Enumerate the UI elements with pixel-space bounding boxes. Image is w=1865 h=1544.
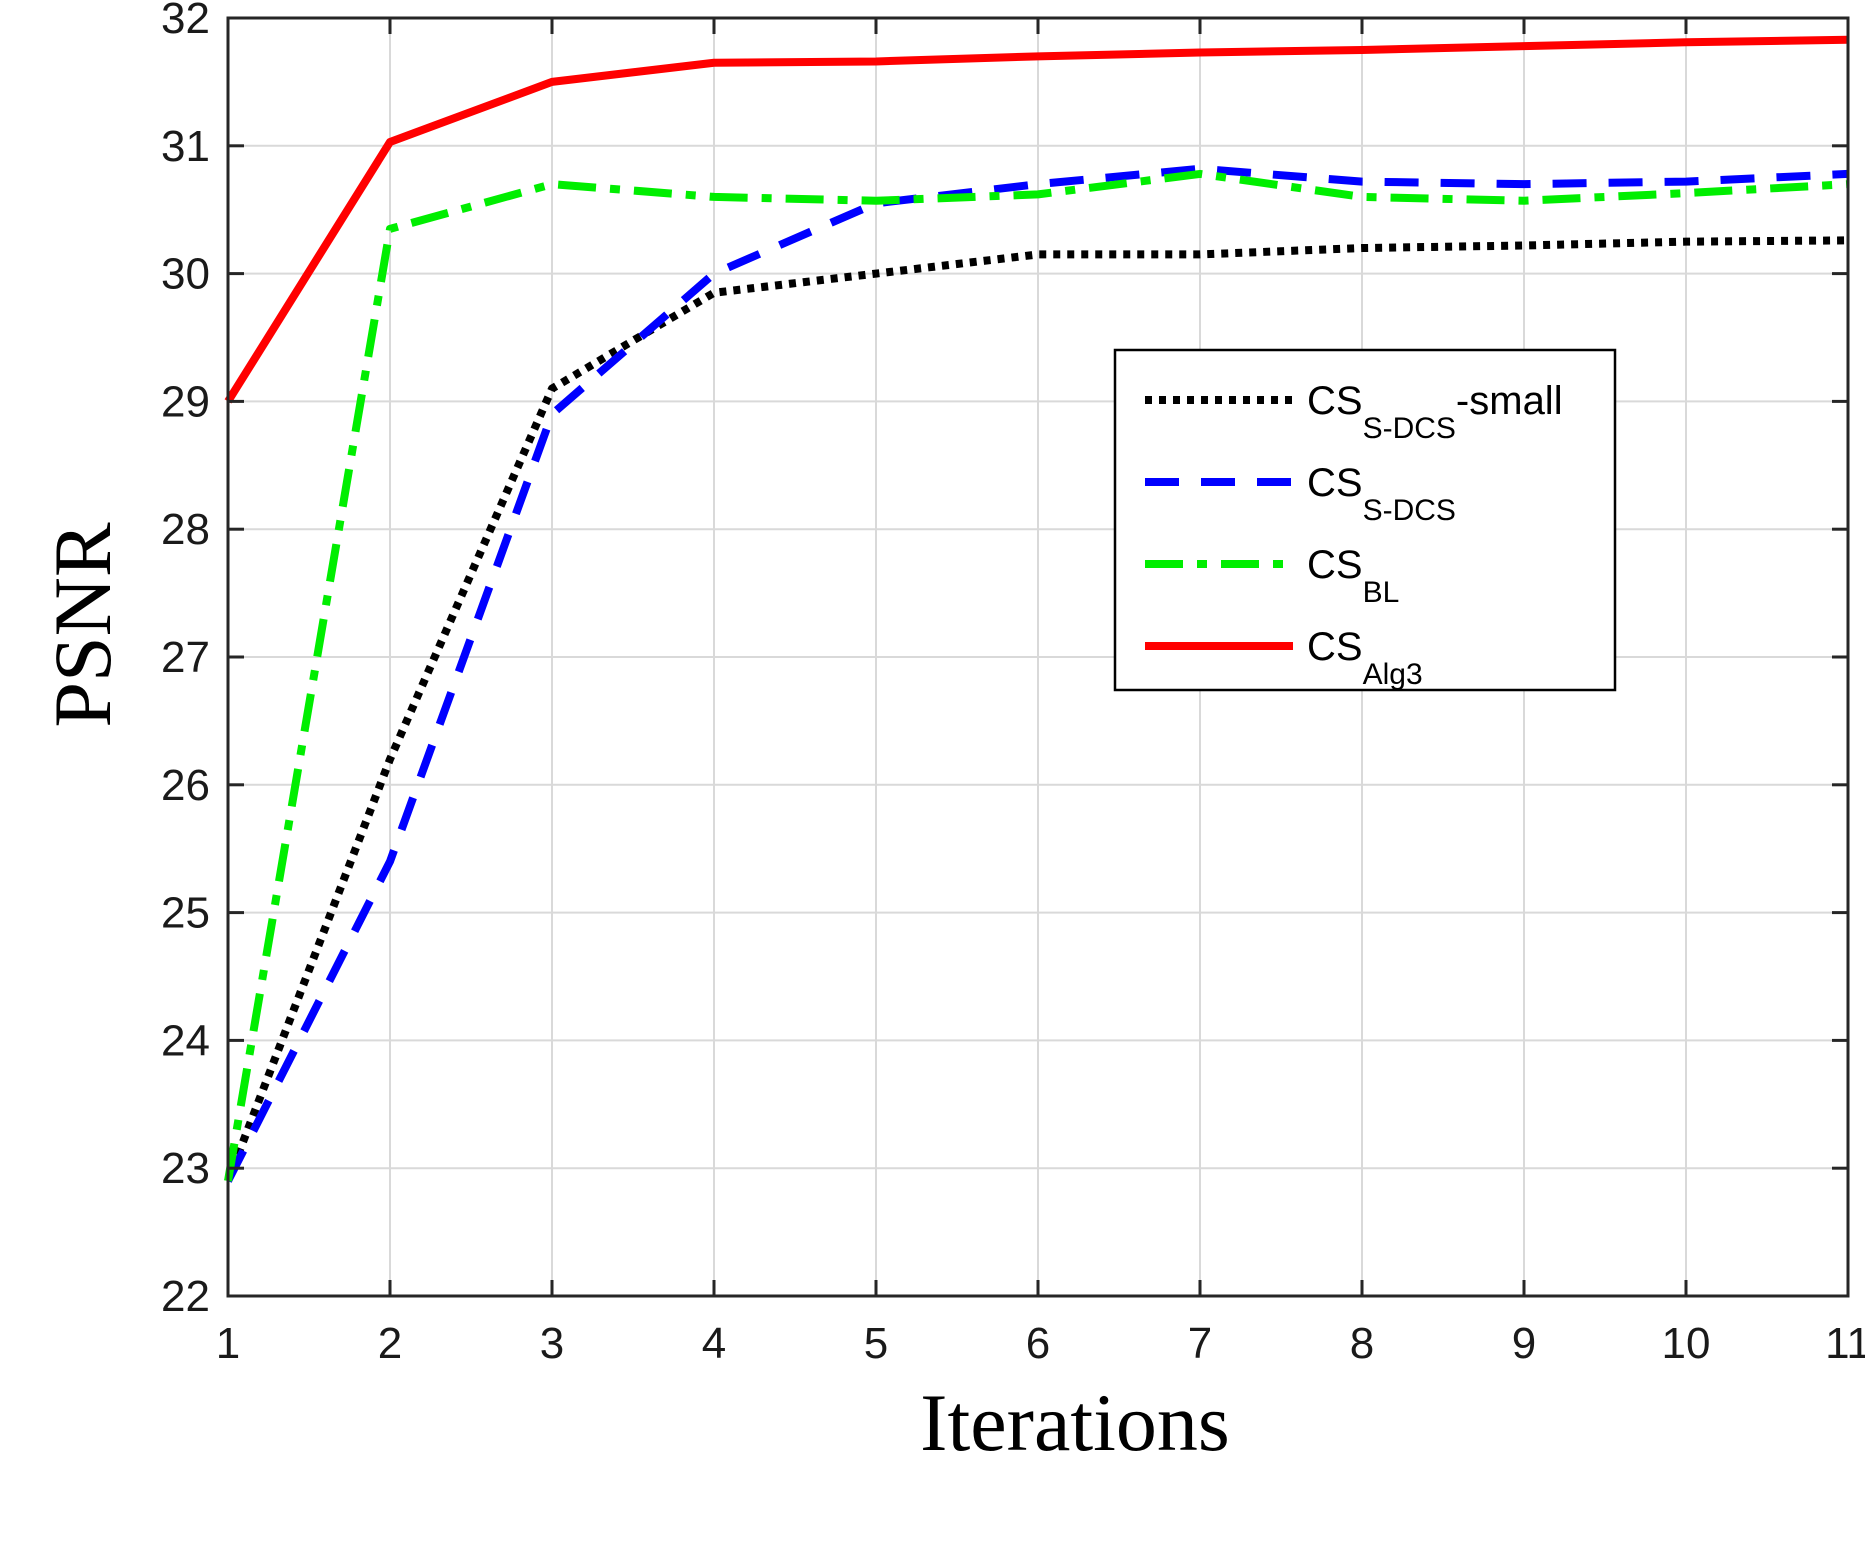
y-axis-title: PSNR bbox=[37, 522, 128, 727]
series-line-3 bbox=[224, 169, 1849, 1182]
y-tick-label: 23 bbox=[161, 1144, 210, 1193]
y-tick-label: 28 bbox=[161, 505, 210, 554]
y-tick-label: 27 bbox=[161, 633, 210, 682]
x-tick-label: 11 bbox=[1825, 1319, 1865, 1368]
x-tick-label: 6 bbox=[1026, 1319, 1050, 1368]
axes bbox=[226, 16, 1850, 1298]
legend-label-main: CS bbox=[1307, 543, 1363, 587]
x-tick-label: 9 bbox=[1512, 1319, 1536, 1368]
x-tick-label: 10 bbox=[1662, 1319, 1711, 1368]
legend-label-main: CS bbox=[1307, 625, 1363, 669]
x-tick-label: 1 bbox=[216, 1319, 240, 1368]
legend-label-main: CS bbox=[1307, 461, 1363, 505]
legend-label-subscript: Alg3 bbox=[1363, 658, 1423, 691]
legend-label-subscript: S-DCS bbox=[1363, 412, 1456, 445]
y-tick-label: 25 bbox=[161, 889, 210, 938]
series-line-4 bbox=[224, 35, 1849, 404]
y-tick-label: 22 bbox=[161, 1272, 210, 1321]
legend-label-main: CS bbox=[1307, 379, 1363, 423]
legend-label-subscript: BL bbox=[1363, 576, 1400, 609]
legend-label-2: CSS-DCS bbox=[1307, 461, 1456, 527]
y-tick-label: 30 bbox=[161, 250, 210, 299]
legend-label-1: CSS-DCS-small bbox=[1307, 379, 1563, 445]
series-lines bbox=[224, 35, 1849, 1183]
legend-label-suffix: -small bbox=[1456, 379, 1563, 423]
legend-label-subscript: S-DCS bbox=[1363, 494, 1456, 527]
legend-label-3: CSBL bbox=[1307, 543, 1399, 609]
series-line-1 bbox=[224, 236, 1849, 1183]
y-tick-label: 24 bbox=[161, 1016, 210, 1065]
y-tick-label: 29 bbox=[161, 377, 210, 426]
x-tick-label: 8 bbox=[1350, 1319, 1374, 1368]
x-axis-title: Iterations bbox=[920, 1377, 1230, 1468]
legend-label-4: CSAlg3 bbox=[1307, 625, 1423, 691]
legend-box bbox=[1113, 348, 1617, 692]
y-tick-label: 32 bbox=[161, 0, 210, 43]
x-tick-label: 4 bbox=[702, 1319, 726, 1368]
y-tick-label: 26 bbox=[161, 761, 210, 810]
x-tick-label: 7 bbox=[1188, 1319, 1212, 1368]
x-tick-label: 5 bbox=[864, 1319, 888, 1368]
x-tick-label: 2 bbox=[378, 1319, 402, 1368]
series-line-2 bbox=[224, 164, 1849, 1183]
x-tick-label: 3 bbox=[540, 1319, 564, 1368]
y-tick-label: 31 bbox=[161, 122, 210, 171]
